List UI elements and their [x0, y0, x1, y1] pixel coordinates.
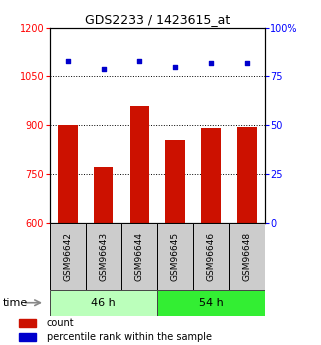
Bar	[58, 125, 78, 223]
FancyBboxPatch shape	[50, 290, 157, 316]
Text: GSM96648: GSM96648	[242, 231, 251, 281]
Text: 46 h: 46 h	[91, 298, 116, 308]
Text: count: count	[47, 318, 74, 328]
Point	[101, 66, 106, 71]
Text: percentile rank within the sample: percentile rank within the sample	[47, 332, 212, 342]
Point	[209, 60, 214, 66]
Bar	[129, 106, 149, 223]
Title: GDS2233 / 1423615_at: GDS2233 / 1423615_at	[85, 13, 230, 27]
Text: GSM96645: GSM96645	[171, 231, 180, 281]
Point	[244, 60, 249, 66]
Text: GSM96646: GSM96646	[206, 231, 216, 281]
Bar	[94, 167, 113, 223]
Text: GSM96644: GSM96644	[135, 231, 144, 281]
Text: GSM96642: GSM96642	[63, 231, 72, 281]
FancyBboxPatch shape	[50, 223, 86, 290]
Text: GSM96643: GSM96643	[99, 231, 108, 281]
Bar	[19, 333, 36, 341]
Bar	[19, 319, 36, 327]
FancyBboxPatch shape	[157, 223, 193, 290]
FancyBboxPatch shape	[86, 223, 121, 290]
Bar	[237, 127, 257, 223]
FancyBboxPatch shape	[229, 223, 265, 290]
Bar	[201, 128, 221, 223]
FancyBboxPatch shape	[121, 223, 157, 290]
Text: 54 h: 54 h	[199, 298, 223, 308]
Point	[137, 58, 142, 63]
Text: time: time	[3, 298, 29, 308]
Bar	[165, 140, 185, 223]
Point	[65, 58, 70, 63]
Point	[173, 64, 178, 69]
FancyBboxPatch shape	[193, 223, 229, 290]
FancyBboxPatch shape	[157, 290, 265, 316]
